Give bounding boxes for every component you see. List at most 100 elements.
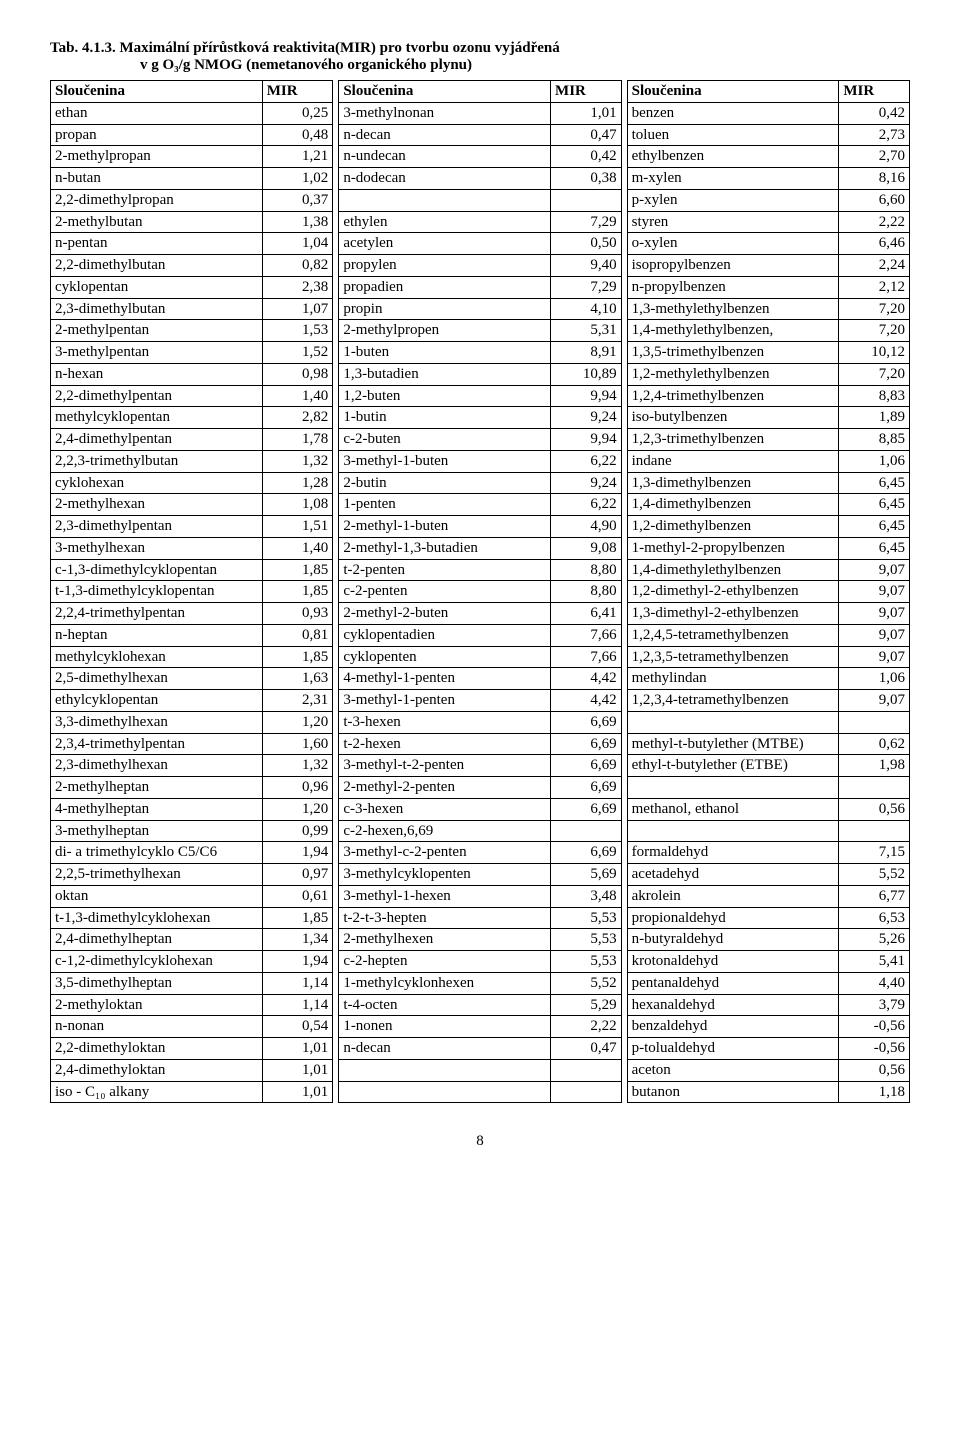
mir-value: 1,78 [262,429,333,451]
mir-value: 1,20 [262,711,333,733]
compound-name: methanol, ethanol [627,798,839,820]
mir-value: 9,07 [839,646,910,668]
compound-name: o-xylen [627,233,839,255]
compound-name: ethylbenzen [627,146,839,168]
mir-value: 0,37 [262,189,333,211]
mir-value: 5,52 [551,972,622,994]
mir-value: 1,18 [839,1081,910,1103]
mir-value: 1,08 [262,494,333,516]
compound-name: 3-methylhexan [51,537,263,559]
compound-name: 2-methyl-1,3-butadien [339,537,551,559]
mir-value: 6,45 [839,494,910,516]
mir-value: 1,52 [262,342,333,364]
page-number: 8 [50,1133,910,1150]
mir-value: 4,10 [551,298,622,320]
compound-name: 1,4-dimethylbenzen [627,494,839,516]
compound-name: 2,3-dimethylbutan [51,298,263,320]
compound-name: 1,2-methylethylbenzen [627,363,839,385]
mir-value: 6,69 [551,755,622,777]
compound-name: aceton [627,1059,839,1081]
mir-value: 1,07 [262,298,333,320]
compound-name: p-xylen [627,189,839,211]
mir-value: 1,28 [262,472,333,494]
mir-value: 7,66 [551,624,622,646]
compound-name: c-2-hexen,6,69 [339,820,551,842]
mir-value: 1,32 [262,755,333,777]
compound-name: 1,3-dimethyl-2-ethylbenzen [627,603,839,625]
compound-name: 1-butin [339,407,551,429]
mir-value: 9,94 [551,385,622,407]
mir-value: 1,01 [551,102,622,124]
col-header-compound: Sloučenina [627,81,839,103]
mir-value: 9,07 [839,581,910,603]
mir-value: 1,40 [262,385,333,407]
mir-value: 9,24 [551,407,622,429]
mir-value: 7,29 [551,211,622,233]
compound-name: n-butyraldehyd [627,929,839,951]
compound-name: propadien [339,276,551,298]
mir-value: 6,69 [551,777,622,799]
mir-value: 6,53 [839,907,910,929]
compound-name: n-dodecan [339,168,551,190]
mir-value: 0,82 [262,255,333,277]
compound-name: 1,2,4,5-tetramethylbenzen [627,624,839,646]
mir-value: 6,77 [839,885,910,907]
compound-name: n-heptan [51,624,263,646]
mir-value: 0,96 [262,777,333,799]
mir-value: 6,69 [551,733,622,755]
compound-name: iso-butylbenzen [627,407,839,429]
mir-value: 5,41 [839,951,910,973]
mir-value: 4,42 [551,690,622,712]
compound-name: methylcyklopentan [51,407,263,429]
compound-name: pentanaldehyd [627,972,839,994]
mir-value: 9,40 [551,255,622,277]
compound-name: hexanaldehyd [627,994,839,1016]
compound-name: 2-methylheptan [51,777,263,799]
mir-value [551,1081,622,1103]
compound-name: 2,3-dimethylhexan [51,755,263,777]
compound-name: t-2-t-3-hepten [339,907,551,929]
mir-value: 1,01 [262,1059,333,1081]
mir-value: 2,22 [839,211,910,233]
mir-value: 0,93 [262,603,333,625]
mir-value: 10,89 [551,363,622,385]
compound-name: 2,4-dimethylheptan [51,929,263,951]
compound-name: akrolein [627,885,839,907]
mir-value: 9,94 [551,429,622,451]
compound-name: 4-methyl-1-penten [339,668,551,690]
compound-name [627,820,839,842]
compound-name: 1,2,3-trimethylbenzen [627,429,839,451]
mir-value: 1,98 [839,755,910,777]
mir-value: 0,42 [839,102,910,124]
compound-name: 2-methylbutan [51,211,263,233]
compound-name: 1,4-dimethylethylbenzen [627,559,839,581]
mir-value: 5,53 [551,951,622,973]
compound-name: 3-methyl-1-buten [339,450,551,472]
compound-name: t-2-penten [339,559,551,581]
mir-value: 5,53 [551,907,622,929]
compound-name: propan [51,124,263,146]
compound-name: styren [627,211,839,233]
compound-name: 3-methylnonan [339,102,551,124]
col-header-mir: MIR [551,81,622,103]
mir-value: 9,24 [551,472,622,494]
compound-name: 2,3-dimethylpentan [51,516,263,538]
compound-name: 1-penten [339,494,551,516]
compound-name: 3-methyl-c-2-penten [339,842,551,864]
mir-value: 8,80 [551,581,622,603]
compound-name: cyklopentan [51,276,263,298]
mir-value [551,189,622,211]
table-title: Tab. 4.1.3. Maximální přírůstková reakti… [50,40,910,74]
compound-name: cyklopentadien [339,624,551,646]
mir-value: 8,91 [551,342,622,364]
compound-name: iso - C₁₀ alkany [51,1081,263,1103]
compound-name: 2,5-dimethylhexan [51,668,263,690]
mir-value: 2,31 [262,690,333,712]
compound-name: 1,2-dimethyl-2-ethylbenzen [627,581,839,603]
mir-value: 5,26 [839,929,910,951]
mir-value: 1,01 [262,1081,333,1103]
compound-name: 2,4-dimethyloktan [51,1059,263,1081]
compound-name: 2-methyloktan [51,994,263,1016]
compound-name: 1-buten [339,342,551,364]
compound-name: isopropylbenzen [627,255,839,277]
